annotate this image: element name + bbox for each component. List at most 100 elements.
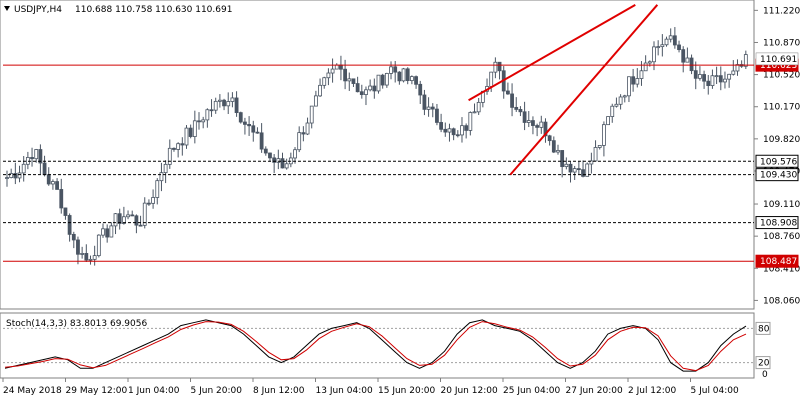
candle-body xyxy=(334,64,339,70)
price-tag-box xyxy=(755,254,799,268)
trendline[interactable] xyxy=(509,4,659,176)
candle-body xyxy=(472,111,477,114)
candle-body xyxy=(297,132,302,151)
time-tick-label: 5 Jul 04:00 xyxy=(691,386,740,396)
candle-body xyxy=(226,101,231,107)
stoch-panel[interactable] xyxy=(0,312,755,379)
trendline[interactable] xyxy=(468,3,636,102)
price-tag-label: 108.487 xyxy=(760,257,797,267)
candle-body xyxy=(142,202,147,226)
ohlc-label: 110.688 110.758 110.630 110.691 xyxy=(75,5,232,15)
candle-body xyxy=(76,239,80,255)
candle-body xyxy=(698,74,702,79)
price-tag-box xyxy=(755,216,799,230)
candle-body xyxy=(610,105,615,117)
candle-body xyxy=(364,89,368,95)
candle-body xyxy=(46,174,51,185)
candle-body xyxy=(209,109,214,112)
candle-body xyxy=(276,158,281,163)
symbol-label: USDJPY,H4 xyxy=(14,5,62,15)
candle-body xyxy=(167,147,172,165)
candle-body xyxy=(92,255,97,260)
candle-body xyxy=(572,168,577,173)
candle-body xyxy=(38,149,43,164)
candle-body xyxy=(172,147,176,150)
candle-body xyxy=(151,197,155,204)
stoch-level-label: 0 xyxy=(762,370,768,380)
candle-body xyxy=(497,61,502,72)
stoch-level-box xyxy=(755,321,771,335)
candle-body xyxy=(372,85,377,92)
time-tick-label: 27 Jun 20:00 xyxy=(566,386,623,396)
candle-body xyxy=(163,163,168,174)
candle-body xyxy=(476,101,481,113)
candle-body xyxy=(689,57,694,72)
candle-body xyxy=(301,132,306,135)
candle-body xyxy=(234,97,239,114)
candle-body xyxy=(71,233,76,241)
stoch-level-label: 80 xyxy=(758,324,770,334)
candle-body xyxy=(435,108,439,123)
price-tick-label: 109.820 xyxy=(763,135,800,145)
candle-body xyxy=(326,72,331,79)
price-tick-label: 108.410 xyxy=(763,264,800,274)
candle-body xyxy=(368,85,373,91)
candle-body xyxy=(126,214,130,218)
candle-body xyxy=(188,127,193,137)
candle-body xyxy=(702,74,706,82)
candle-body xyxy=(672,35,677,46)
candle-body xyxy=(468,112,473,131)
time-tick-label: 20 Jun 12:00 xyxy=(441,386,498,396)
candle-body xyxy=(547,135,552,142)
candle-body xyxy=(205,109,210,121)
candle-body xyxy=(376,74,381,92)
time-tick-label: 2 Jul 12:00 xyxy=(628,386,677,396)
candle-body xyxy=(109,225,114,238)
candle-body xyxy=(409,76,414,81)
candle-body xyxy=(80,253,85,255)
candle-body xyxy=(280,158,285,169)
price-tag-box xyxy=(755,154,799,168)
candle-body xyxy=(101,228,105,236)
candle-body xyxy=(293,149,297,159)
candle-body xyxy=(105,228,110,238)
time-tick-label: 8 Jun 12:00 xyxy=(253,386,305,396)
candle-body xyxy=(117,213,122,224)
candle-body xyxy=(272,157,277,163)
candle-body xyxy=(602,124,606,146)
candle-body xyxy=(192,120,197,137)
candle-body xyxy=(330,68,335,74)
stoch-label: Stoch(14,3,3) 83.8013 69.9056 xyxy=(6,319,147,329)
candle-body xyxy=(34,149,39,160)
candle-body xyxy=(180,143,185,146)
candle-body xyxy=(96,234,101,257)
candle-body xyxy=(42,162,47,176)
candle-body xyxy=(439,122,444,130)
candle-body xyxy=(656,46,661,49)
current-price-label: 110.691 xyxy=(760,55,797,65)
candle-body xyxy=(318,84,322,97)
candle-body xyxy=(514,106,519,110)
candle-body xyxy=(247,124,252,127)
candle-body xyxy=(138,224,143,227)
candle-body xyxy=(643,62,648,72)
candle-body xyxy=(51,181,55,185)
candle-body xyxy=(460,125,464,136)
candle-body xyxy=(130,214,135,217)
price-panel[interactable] xyxy=(0,0,755,310)
price-tick-label: 108.060 xyxy=(763,296,800,306)
price-tick-label: 111.220 xyxy=(763,6,800,16)
candle-body xyxy=(305,122,310,135)
candle-body xyxy=(313,95,318,107)
candle-body xyxy=(681,49,686,63)
candle-body xyxy=(518,109,523,113)
candle-body xyxy=(426,106,431,110)
candle-body xyxy=(647,61,652,64)
candle-body xyxy=(677,44,681,51)
price-tick-label: 110.870 xyxy=(763,38,800,48)
candle-body xyxy=(284,163,289,169)
collapse-arrow-icon[interactable] xyxy=(4,6,10,11)
time-axis: 24 May 2018 29 May 12:00 1 Jun 04:00 5 Jun … xyxy=(2,378,740,396)
candle-body xyxy=(84,253,89,261)
horizontal-lines-group xyxy=(3,64,754,262)
